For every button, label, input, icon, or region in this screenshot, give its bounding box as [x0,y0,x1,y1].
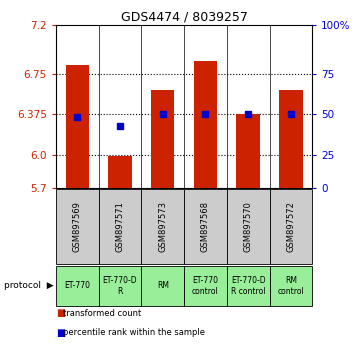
Bar [56,266,99,306]
Text: GSM897572: GSM897572 [286,201,295,252]
Bar [184,189,227,264]
Bar [142,189,184,264]
Text: GSM897569: GSM897569 [73,201,82,252]
Bar [99,189,142,264]
Bar [227,189,270,264]
Text: transformed count: transformed count [63,309,142,318]
Text: GSM897573: GSM897573 [158,201,167,252]
Bar [270,189,312,264]
Bar [227,266,270,306]
Bar [66,65,89,188]
Text: RM
control: RM control [278,276,304,296]
Bar [56,189,99,264]
Bar [108,156,132,188]
Bar [142,266,184,306]
Text: protocol  ▶: protocol ▶ [4,281,53,290]
Text: ET-770-D
R: ET-770-D R [103,276,137,296]
Text: RM: RM [157,281,169,290]
Text: percentile rank within the sample: percentile rank within the sample [63,328,205,337]
Bar [99,266,142,306]
Text: GSM897570: GSM897570 [244,201,253,252]
Bar [151,90,174,188]
Text: ET-770-D
R control: ET-770-D R control [231,276,265,296]
Text: ET-770: ET-770 [64,281,90,290]
Title: GDS4474 / 8039257: GDS4474 / 8039257 [121,11,248,24]
Text: ET-770
control: ET-770 control [192,276,219,296]
Text: ■: ■ [56,308,65,318]
Bar [184,266,227,306]
Bar [279,90,303,188]
Text: ■: ■ [56,328,65,338]
Bar [236,114,260,188]
Text: GSM897571: GSM897571 [116,201,125,252]
Text: GSM897568: GSM897568 [201,201,210,252]
Bar [270,266,312,306]
Bar [194,61,217,188]
